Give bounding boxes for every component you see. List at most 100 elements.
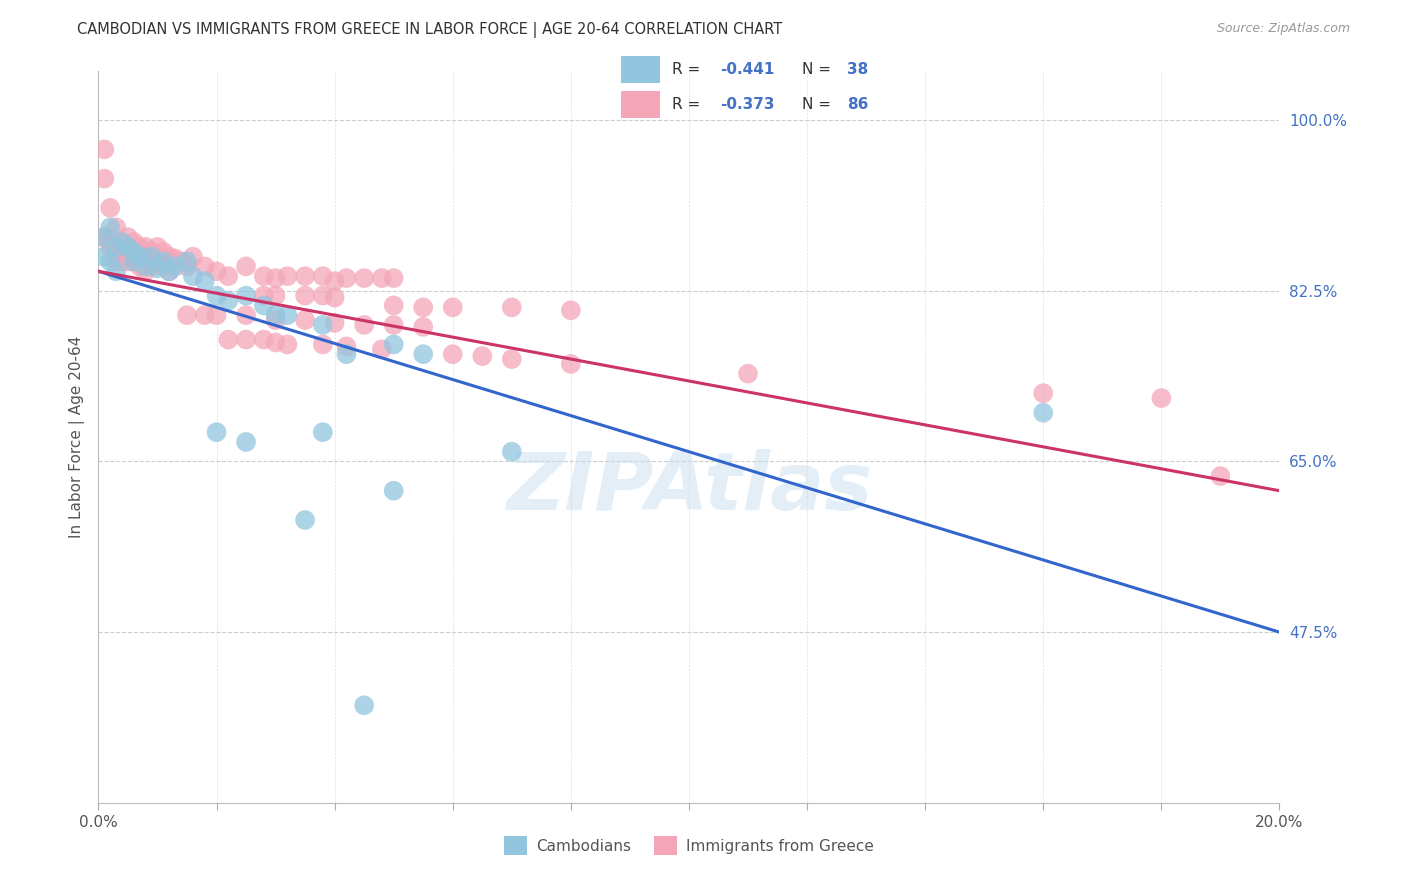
Text: -0.441: -0.441 xyxy=(720,62,775,77)
Point xyxy=(152,254,174,268)
Point xyxy=(217,269,239,284)
Point xyxy=(135,252,157,266)
Point xyxy=(98,201,121,215)
Point xyxy=(264,308,287,322)
Point xyxy=(560,303,582,318)
Point xyxy=(146,261,169,276)
Point xyxy=(122,235,145,249)
Point xyxy=(276,308,298,322)
Legend: Cambodians, Immigrants from Greece: Cambodians, Immigrants from Greece xyxy=(498,830,880,861)
Point xyxy=(253,333,276,347)
Point xyxy=(170,254,193,268)
Point xyxy=(157,250,180,264)
Point xyxy=(217,333,239,347)
Text: R =: R = xyxy=(672,97,706,112)
Point xyxy=(501,352,523,367)
Point xyxy=(152,244,174,259)
Point xyxy=(152,260,174,274)
Point xyxy=(105,240,128,254)
Point xyxy=(323,316,346,330)
Point xyxy=(412,319,434,334)
Point xyxy=(335,339,357,353)
Point xyxy=(141,250,163,264)
Point xyxy=(135,264,157,278)
Point xyxy=(353,318,375,332)
Point xyxy=(122,244,145,259)
Point xyxy=(205,425,228,440)
Point xyxy=(276,337,298,351)
Point xyxy=(312,288,335,302)
Point xyxy=(382,337,405,351)
Text: ZIPAtlas: ZIPAtlas xyxy=(506,450,872,527)
Point xyxy=(146,240,169,254)
Text: Source: ZipAtlas.com: Source: ZipAtlas.com xyxy=(1216,22,1350,36)
Point xyxy=(312,318,335,332)
Point xyxy=(176,260,198,274)
Point xyxy=(98,230,121,244)
Text: N =: N = xyxy=(801,97,837,112)
Point xyxy=(294,269,316,284)
Point xyxy=(205,264,228,278)
Point xyxy=(111,250,134,264)
Text: N =: N = xyxy=(801,62,837,77)
Point xyxy=(105,240,128,254)
Point xyxy=(135,260,157,274)
Point xyxy=(382,271,405,285)
Point xyxy=(93,171,115,186)
Point xyxy=(93,230,115,244)
Point xyxy=(323,274,346,288)
Point xyxy=(141,244,163,259)
Point xyxy=(737,367,759,381)
Point xyxy=(128,250,150,264)
Point xyxy=(194,260,217,274)
Point xyxy=(235,434,257,449)
Text: 86: 86 xyxy=(848,97,869,112)
Point xyxy=(105,220,128,235)
Point xyxy=(264,288,287,302)
Point xyxy=(111,254,134,268)
Point xyxy=(312,269,335,284)
Point xyxy=(98,254,121,268)
Point xyxy=(253,269,276,284)
Point xyxy=(253,288,276,302)
Point xyxy=(235,333,257,347)
Point xyxy=(441,301,464,315)
FancyBboxPatch shape xyxy=(620,56,659,83)
Point xyxy=(205,308,228,322)
Point xyxy=(253,298,276,312)
FancyBboxPatch shape xyxy=(620,91,659,118)
Point xyxy=(264,335,287,350)
Point xyxy=(117,240,139,254)
Point xyxy=(122,254,145,268)
Point xyxy=(128,240,150,254)
Point xyxy=(205,288,228,302)
Point xyxy=(371,271,394,285)
Point xyxy=(1032,406,1054,420)
Point xyxy=(141,260,163,274)
Point xyxy=(135,240,157,254)
Point xyxy=(194,308,217,322)
Point xyxy=(165,252,187,266)
Text: CAMBODIAN VS IMMIGRANTS FROM GREECE IN LABOR FORCE | AGE 20-64 CORRELATION CHART: CAMBODIAN VS IMMIGRANTS FROM GREECE IN L… xyxy=(77,22,783,38)
Point xyxy=(294,513,316,527)
Point xyxy=(117,254,139,268)
Point xyxy=(157,264,180,278)
Point xyxy=(294,288,316,302)
Point xyxy=(412,301,434,315)
Point xyxy=(93,142,115,156)
Point xyxy=(165,260,187,274)
Point xyxy=(235,288,257,302)
Point xyxy=(122,244,145,259)
Point xyxy=(117,230,139,244)
Point xyxy=(1209,469,1232,483)
Point xyxy=(312,425,335,440)
Point xyxy=(353,271,375,285)
Point xyxy=(1032,386,1054,401)
Point xyxy=(560,357,582,371)
Point xyxy=(471,349,494,363)
Point xyxy=(181,269,204,284)
Point xyxy=(105,264,128,278)
Point xyxy=(353,698,375,713)
Point xyxy=(176,254,198,268)
Point xyxy=(217,293,239,308)
